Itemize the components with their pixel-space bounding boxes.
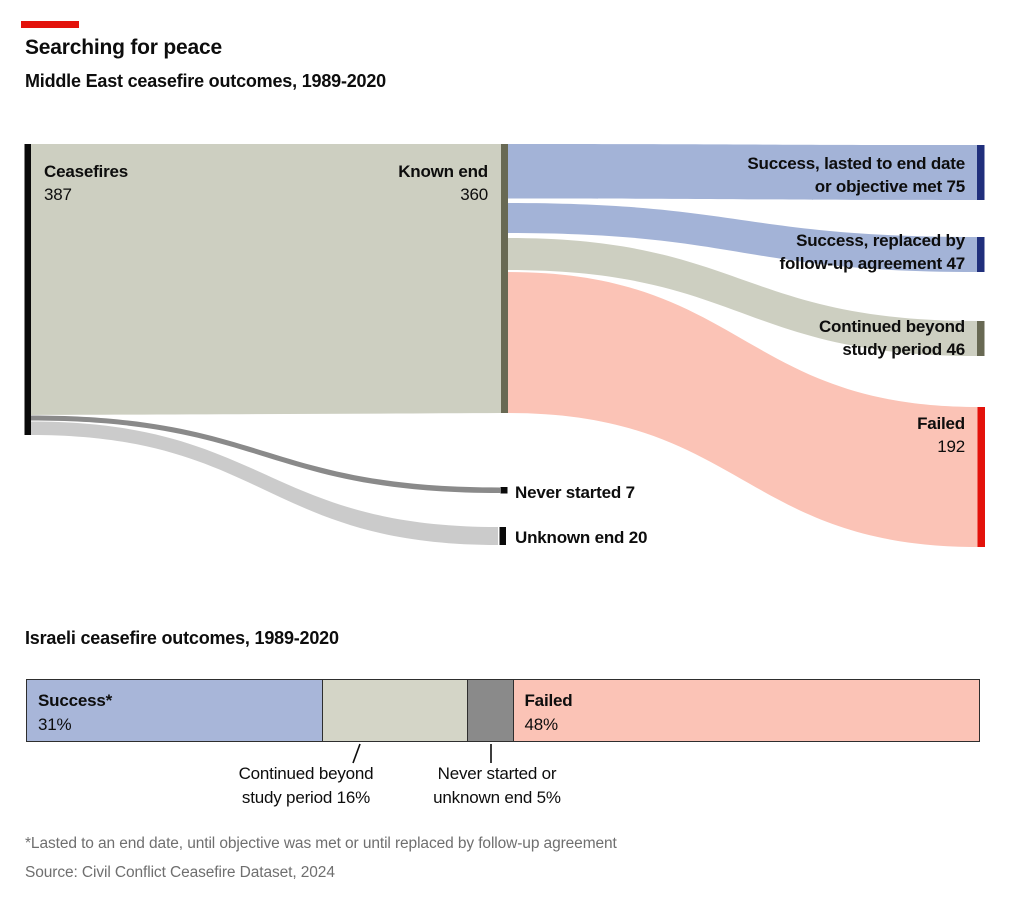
footnote: *Lasted to an end date, until objective …: [25, 835, 617, 852]
node-success-replaced: [977, 237, 985, 272]
node-success-lasted: [977, 145, 985, 200]
flow-never-started: [31, 415, 500, 493]
bar-segment-failed-label: Failed 48%: [524, 691, 573, 734]
node-never-started: [500, 487, 508, 494]
node-ceasefires: [24, 144, 31, 435]
flow-failed: [508, 272, 978, 547]
label-known-end: Known end 360: [398, 162, 488, 204]
label-success-replaced: Success, replaced by follow-up agreement…: [779, 231, 966, 273]
stacked-bar: Success* 31% Failed 48%: [26, 679, 980, 742]
flow-continued: [508, 238, 977, 356]
callout-never-started: Never started or unknown end 5%: [433, 764, 561, 807]
label-unknown-end: Unknown end 20: [515, 528, 648, 547]
callout-continued: Continued beyond study period 16%: [238, 764, 374, 807]
node-failed: [977, 407, 985, 547]
flow-known-end: [31, 144, 501, 415]
source-note: Source: Civil Conflict Ceasefire Dataset…: [25, 864, 335, 881]
node-unknown-end: [499, 527, 506, 545]
label-ceasefires: Ceasefires 387: [44, 162, 129, 204]
bar-segment-never-started: [466, 680, 513, 741]
brand-accent-bar: [21, 21, 79, 28]
flow-success-replaced: [508, 203, 977, 272]
bar-segment-failed: Failed 48%: [512, 680, 979, 741]
flow-success-lasted: [508, 144, 977, 200]
tick-continued: [352, 743, 361, 764]
bar-segment-success-label: Success* 31%: [38, 691, 113, 734]
sankey-diagram: [24, 144, 985, 547]
node-continued: [977, 321, 985, 356]
bar-segment-continued: [322, 680, 467, 741]
label-continued: Continued beyond study period 46: [818, 317, 965, 359]
node-known-end: [501, 144, 508, 413]
flow-unknown-end: [31, 421, 498, 545]
page-title: Searching for peace: [25, 36, 222, 59]
label-never-started: Never started 7: [515, 483, 635, 502]
label-failed: Failed 192: [917, 414, 965, 456]
label-success-lasted: Success, lasted to end date or objective…: [747, 154, 965, 196]
bar-segment-success: Success* 31%: [27, 680, 323, 741]
bar-chart-heading: Israeli ceasefire outcomes, 1989-2020: [25, 628, 339, 648]
bar-callout-ticks: [352, 743, 492, 764]
chart-subtitle: Middle East ceasefire outcomes, 1989-202…: [25, 71, 386, 91]
